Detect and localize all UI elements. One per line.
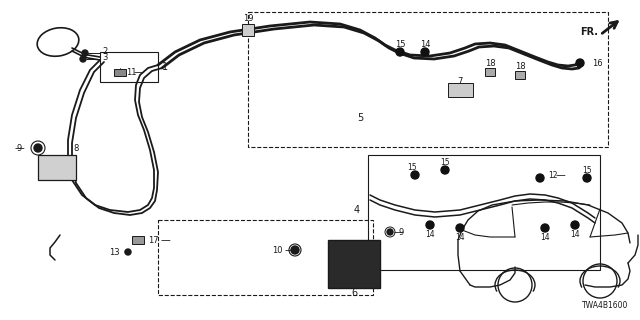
FancyBboxPatch shape xyxy=(38,155,76,180)
Text: —: — xyxy=(556,170,566,180)
Circle shape xyxy=(576,59,584,67)
Circle shape xyxy=(421,48,429,56)
Text: —: — xyxy=(161,235,171,245)
Bar xyxy=(132,236,144,244)
Text: 15: 15 xyxy=(395,39,405,49)
Text: 3: 3 xyxy=(102,52,108,61)
Text: TWA4B1600: TWA4B1600 xyxy=(582,301,628,310)
Bar xyxy=(515,71,525,79)
Text: 19: 19 xyxy=(243,13,253,22)
Text: 9: 9 xyxy=(398,228,403,236)
Text: 11: 11 xyxy=(126,68,136,76)
Text: —: — xyxy=(134,67,144,77)
Text: —: — xyxy=(14,143,24,153)
Circle shape xyxy=(82,50,88,56)
Text: —: — xyxy=(394,227,404,237)
Text: 18: 18 xyxy=(515,61,525,70)
Text: 14: 14 xyxy=(540,233,550,242)
Text: 14: 14 xyxy=(455,233,465,242)
Text: 5: 5 xyxy=(357,113,363,123)
Text: 15: 15 xyxy=(407,163,417,172)
Circle shape xyxy=(571,221,579,229)
Circle shape xyxy=(411,171,419,179)
Circle shape xyxy=(541,224,549,232)
Text: 15: 15 xyxy=(440,157,450,166)
Text: 6: 6 xyxy=(351,288,357,298)
Text: 9: 9 xyxy=(17,143,22,153)
Circle shape xyxy=(536,174,544,182)
Text: 8: 8 xyxy=(74,143,79,153)
Text: 10: 10 xyxy=(273,245,283,254)
Bar xyxy=(158,220,373,295)
Circle shape xyxy=(291,246,299,254)
Text: 17: 17 xyxy=(148,236,159,244)
FancyBboxPatch shape xyxy=(328,240,380,288)
Text: 14: 14 xyxy=(425,229,435,238)
Text: 2: 2 xyxy=(102,46,108,55)
Bar xyxy=(100,52,158,82)
Bar xyxy=(242,24,254,36)
Circle shape xyxy=(396,48,404,56)
Text: 1: 1 xyxy=(162,62,168,72)
Circle shape xyxy=(80,56,86,62)
Text: 7: 7 xyxy=(458,76,463,85)
Circle shape xyxy=(583,174,591,182)
Bar xyxy=(114,68,126,76)
Circle shape xyxy=(125,249,131,255)
Circle shape xyxy=(456,224,464,232)
Text: 15: 15 xyxy=(582,165,592,174)
Text: 12: 12 xyxy=(548,171,557,180)
Text: 14: 14 xyxy=(420,39,430,49)
Circle shape xyxy=(441,166,449,174)
Bar xyxy=(485,68,495,76)
Text: 16: 16 xyxy=(592,59,603,68)
Text: 13: 13 xyxy=(109,247,120,257)
Text: •: • xyxy=(122,247,128,257)
Text: —: — xyxy=(285,245,295,255)
Text: 18: 18 xyxy=(484,59,495,68)
Circle shape xyxy=(34,144,42,152)
Text: 14: 14 xyxy=(570,229,580,238)
Bar xyxy=(248,12,608,147)
Circle shape xyxy=(387,229,393,235)
Text: FR.: FR. xyxy=(580,27,598,37)
Bar xyxy=(447,83,472,97)
Text: 4: 4 xyxy=(354,205,360,215)
Circle shape xyxy=(426,221,434,229)
Bar xyxy=(368,155,600,270)
